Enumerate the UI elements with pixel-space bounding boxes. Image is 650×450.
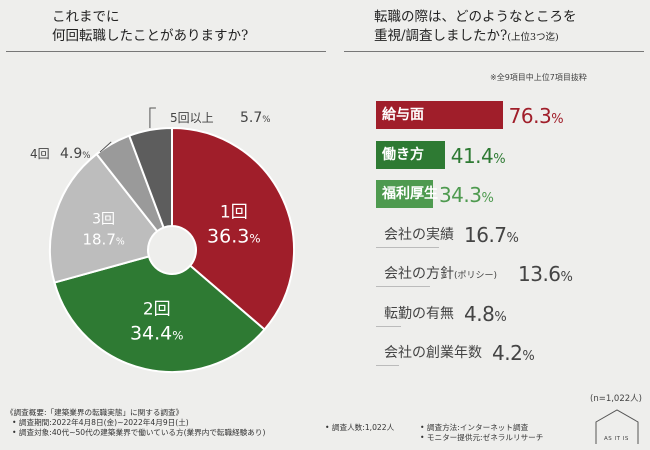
bar-value-unit-1: % [551,112,564,127]
bar-value-4: 16.7% [464,220,519,248]
bar-value-number-1: 76.3 [508,104,552,128]
right-question-line2-small: (上位3つ迄) [507,32,559,43]
pie-label-category-5: 5回以上 [170,111,214,125]
bar-value-unit-6: % [494,309,507,325]
footer-period: • 調査期間:2022年4月8日(金)~2022年4月9日(土) [12,418,189,427]
pie-label-category-3: 3回 [92,212,115,228]
right-question-title: 転職の際は、どのようなところを 重視/調査しましたか?(上位3つ迄) [374,8,577,47]
right-note: ※全9項目中上位7項目抜粋 [490,73,587,82]
bar-label-category-6: 転勤の有無 [384,305,454,322]
bar-value-6: 4.8% [464,299,507,327]
pie-slice-2 [53,255,266,373]
pie-label-value-1: 36.3% [207,226,261,248]
bar-7: 会社の創業年数 [376,338,482,366]
bar-value-number-7: 4.2 [492,341,523,365]
pie-label-value-5: 5.7% [240,110,271,126]
bar-2: 働き方 [376,140,445,169]
pie-label-category-4: 4回 [30,147,50,161]
bar-value-number-6: 4.8 [464,301,495,326]
pie-leader-4 [99,141,112,153]
bar-label-category-1: 給与面 [382,107,424,123]
bar-value-3: 34.3% [438,180,494,208]
bar-value-unit-2: % [493,151,506,167]
bar-value-number-4: 16.7 [464,222,507,247]
pie-slice-5 [127,126,173,229]
bar-value-1: 76.3% [508,101,564,129]
pie-chart: 1回 36.3% 2回 34.4% 3回 18.7% 4回 4.9% 5回以上 5.7% [30,107,295,373]
bar-value-number-3: 34.3 [438,183,482,207]
left-question-line2: 何回転職したことがありますか? [52,28,249,44]
bar-value-5: 13.6% [518,259,573,287]
bar-3: 福利厚生 [376,180,438,208]
left-question-rule [6,51,326,52]
footer-method: • 調査方法:インターネット調査 [420,423,529,432]
footer-count: • 調査人数:1,022人 [325,423,395,432]
bar-value-number-5: 13.6 [518,262,561,286]
bar-value-unit-5: % [560,270,573,285]
bar-value-unit-3: % [481,191,494,206]
bar-6: 転勤の有無 [376,299,454,327]
sample-size-note: (n=1,022人) [590,394,642,404]
pie-label-value-3: 18.7% [82,231,124,249]
bar-value-unit-4: % [506,230,519,246]
pie-label-value-4: 4.9% [60,146,91,162]
bar-1: 給与面 [376,101,503,129]
bar-label-category-5: 会社の方針 [384,266,454,282]
pie-slice-3 [49,152,159,284]
right-question-rule [344,51,644,52]
footer-target: • 調査対象:40代~50代の建築業界で働いている方(業界内で転職経験あり) [12,428,266,437]
bar-label-category-4: 会社の実績 [384,226,454,243]
bar-value-number-2: 41.4 [450,143,494,168]
bar-5: 会社の方針(ポリシー) [376,259,497,287]
bar-label-category-3: 福利厚生 [382,186,438,202]
right-question-line2: 重視/調査しましたか? [374,28,508,44]
logo-text: AS IT IS [604,436,629,442]
pie-label-category-1: 1回 [220,203,248,223]
pie-label-category-2: 2回 [143,299,171,319]
left-question-title: これまでに 何回転職したことがありますか? [52,8,248,46]
footer-survey-title: 《調査概要:「建築業界の転職実態」に関する調査》 [6,408,184,417]
bar-4: 会社の実績 [376,220,454,248]
bar-value-unit-7: % [522,349,535,364]
pie-slice-1 [171,126,295,331]
bar-label-category-2: 働き方 [382,146,424,163]
bar-value-2: 41.4% [450,141,506,169]
left-question-line1: これまでに [52,9,120,25]
pie-label-value-2: 34.4% [130,322,184,344]
footer-provider: • モニター提供元:ゼネラルリサーチ [420,433,544,442]
logo-house-icon [595,409,639,444]
pie-leader-5 [149,107,156,128]
bar-label-category-7: 会社の創業年数 [384,345,482,361]
bar-label-suffix-5: (ポリシー) [454,271,498,281]
bar-value-7: 4.2% [492,338,535,366]
right-question-line1: 転職の際は、どのようなところを [374,9,577,25]
